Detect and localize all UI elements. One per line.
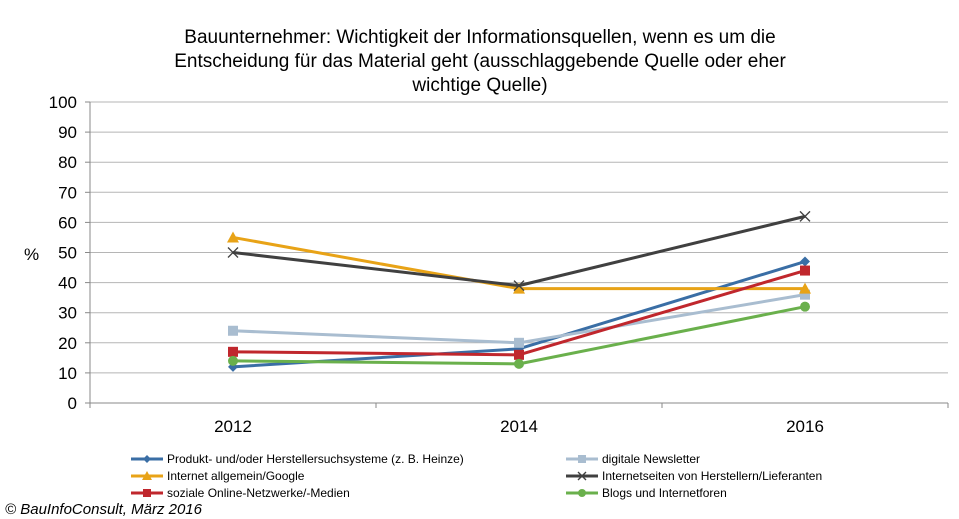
data-point (514, 349, 524, 360)
grid-lines (90, 101, 948, 374)
x-tick-label: 2012 (214, 417, 252, 436)
y-tick-label: 60 (58, 213, 77, 232)
chart-title-line-2: Entscheidung für das Material geht (auss… (174, 51, 786, 72)
legend-swatch (131, 489, 163, 497)
data-point (513, 280, 525, 292)
legend-label: digitale Newsletter (602, 452, 701, 466)
legend-item: Internetseiten von Herstellern/Lieferant… (565, 469, 822, 483)
legend-swatch (566, 471, 598, 481)
x-tick-label: 2016 (786, 417, 824, 436)
legend-swatch (131, 455, 163, 463)
axes (85, 101, 949, 408)
series-3 (227, 231, 811, 294)
y-tick-label: 50 (58, 244, 77, 263)
legend-label: Produkt- und/oder Herstellersuchsysteme … (167, 452, 464, 466)
data-point (800, 256, 810, 267)
legend-label: Internetseiten von Herstellern/Lieferant… (602, 469, 823, 483)
y-tick-label: 20 (58, 334, 77, 353)
copyright-note: © BauInfoConsult, März 2016 (5, 501, 202, 518)
y-tick-label: 30 (58, 304, 77, 323)
legend-item: Internet allgemein/Google (130, 469, 304, 483)
legend-label: Internet allgemein/Google (167, 469, 305, 483)
data-point (514, 358, 524, 369)
series-6 (228, 301, 810, 369)
y-tick-label: 80 (58, 153, 77, 172)
y-tick-label: 70 (58, 183, 77, 202)
y-tick-label: 100 (49, 93, 77, 112)
data-point (514, 337, 524, 348)
legend-label: Blogs und Internetforen (602, 486, 727, 500)
data-point (800, 289, 810, 300)
y-tick-label: 90 (58, 123, 77, 142)
data-point (800, 301, 810, 312)
tick-labels: 0 10 20 30 40 50 60 70 80 90 100 2012 2014 2016 (49, 93, 824, 436)
legend-swatch (566, 455, 598, 463)
data-point (227, 231, 239, 243)
data-point (228, 325, 238, 336)
x-tick-label: 2014 (500, 417, 538, 436)
data-point (800, 265, 810, 276)
y-tick-label: 40 (58, 274, 77, 293)
chart-title-line-1: Bauunternehmer: Wichtigkeit der Informat… (184, 27, 776, 48)
y-tick-label: 10 (58, 364, 77, 383)
legend-label: soziale Online-Netzwerke/-Medien (167, 486, 350, 500)
y-tick-label: 0 (68, 394, 77, 413)
series-4 (227, 210, 811, 292)
series (227, 210, 811, 372)
data-point (228, 355, 238, 366)
legend-item: Blogs und Internetforen (565, 486, 727, 500)
series-2 (228, 289, 810, 348)
legend-item: soziale Online-Netzwerke/-Medien (130, 486, 350, 500)
series-5 (228, 265, 810, 360)
legend-item: Produkt- und/oder Herstellersuchsysteme … (130, 452, 464, 466)
series-line (232, 293, 806, 345)
data-point (513, 282, 525, 294)
series-line (232, 214, 806, 288)
chart-title-line-3: wichtige Quelle) (412, 75, 548, 96)
legend-swatch (566, 489, 598, 497)
chart-title: Bauunternehmer: Wichtigkeit der Informat… (100, 26, 860, 98)
data-point (228, 346, 238, 357)
legend-swatch (131, 471, 163, 480)
data-point (227, 247, 239, 258)
data-point (799, 210, 811, 222)
legend-item: digitale Newsletter (565, 452, 700, 466)
y-axis-label: % (24, 245, 39, 264)
data-point (799, 282, 811, 294)
